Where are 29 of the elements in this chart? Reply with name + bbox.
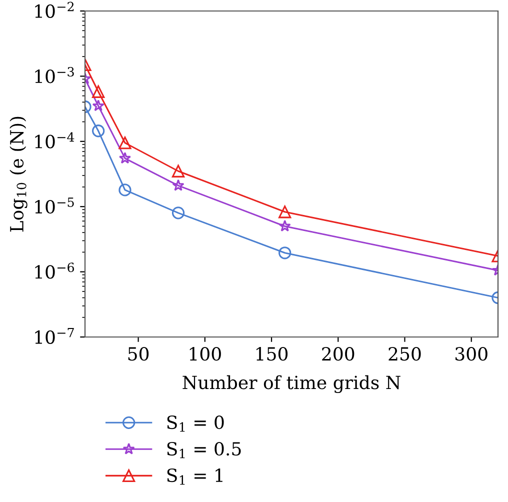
point: [172, 179, 184, 191]
y-tick-label: 10$^{−7}$: [35, 328, 74, 344]
x-tick-label: 250: [388, 347, 421, 361]
legend-label: S$_{1}$ = 0: [167, 415, 224, 432]
point: [278, 206, 292, 218]
point: [92, 124, 105, 138]
x-tick-label: 300: [456, 347, 488, 361]
y-axis-title: Log$_{10}$ (e (N)): [10, 116, 28, 232]
x-tick-label: 150: [256, 347, 288, 361]
legend-label: S$_{1}$ = 1: [167, 468, 222, 485]
point: [118, 184, 132, 196]
point: [278, 246, 292, 260]
x-tick-label: 50: [128, 347, 149, 361]
point: [172, 206, 185, 220]
x-tick-label: 100: [190, 347, 221, 361]
x-axis-title: Number of time grids N: [182, 375, 400, 394]
point: [92, 100, 104, 112]
y-tick-label: 10$^{−6}$: [35, 262, 74, 279]
y-tick-label: 10$^{−4}$: [35, 132, 74, 148]
legend-label: S$_{1}$ = 0.5: [167, 442, 241, 458]
y-tick-label: 10$^{−3}$: [35, 66, 74, 84]
point: [92, 85, 105, 98]
y-tick-label: 10$^{−2}$: [35, 2, 74, 18]
point: [172, 164, 185, 178]
point: [278, 220, 291, 232]
y-tick-label: 10$^{−5}$: [35, 198, 74, 214]
point: [118, 152, 132, 164]
x-tick-label: 200: [322, 347, 354, 361]
point: [118, 136, 132, 150]
